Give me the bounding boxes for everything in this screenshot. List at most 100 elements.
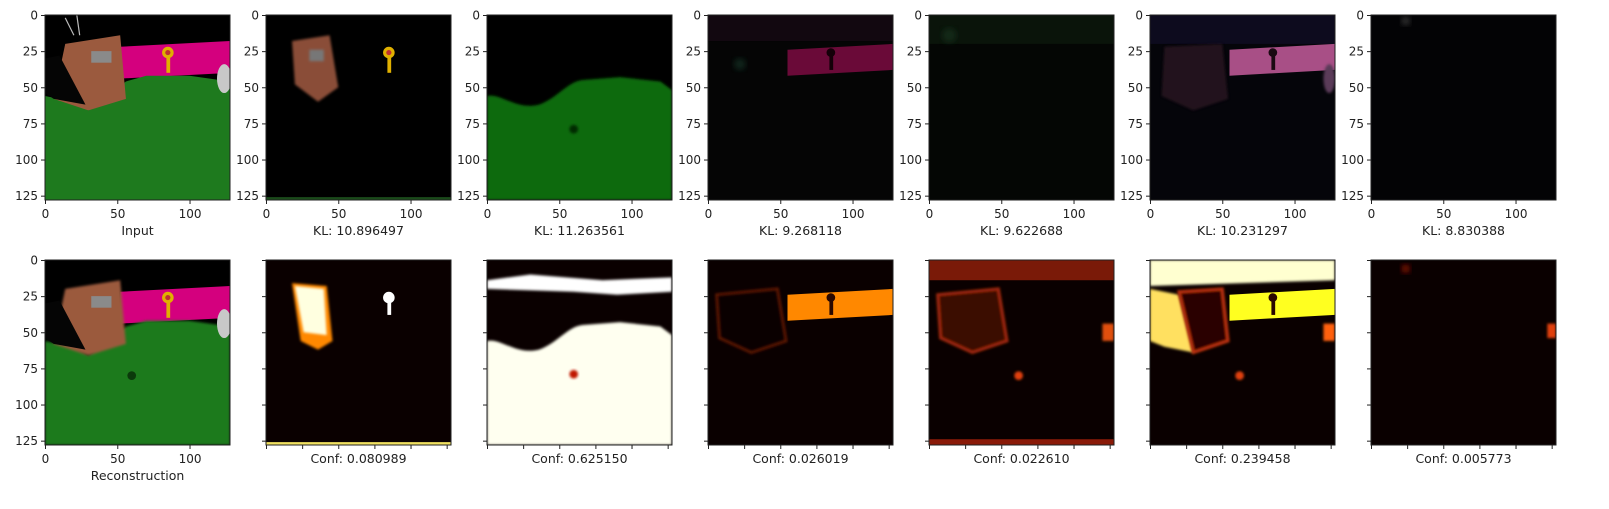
y-tick-label: 75: [465, 117, 480, 131]
panel-caption: Reconstruction: [91, 468, 185, 483]
panel-image: [1371, 15, 1556, 200]
background: [1371, 15, 1556, 200]
bottom-row-panel-2: Conf: 0.625150: [483, 259, 673, 466]
y-tick-label: 125: [457, 189, 480, 203]
box-gray-patch: [91, 51, 112, 63]
box-face: [45, 55, 86, 105]
gray-object: [216, 64, 230, 94]
y-tick-label: 75: [23, 362, 38, 376]
x-tick-label: 100: [179, 207, 202, 221]
panel-frame: [928, 259, 1115, 446]
panel-caption: Conf: 0.625150: [531, 451, 627, 466]
y-tick-label: 125: [1120, 189, 1143, 203]
panel-image: [266, 260, 451, 445]
mask-box-face: [1150, 288, 1194, 353]
box-gray-patch: [91, 296, 112, 308]
y-tick-label: 100: [1120, 153, 1143, 167]
y-tick-label: 0: [914, 9, 922, 23]
y-tick-label: 25: [907, 45, 922, 59]
mask-floor-spot: [1014, 371, 1023, 380]
mask-box: [294, 286, 327, 336]
y-tick-label: 0: [30, 254, 38, 268]
top-row-panel-0: 0 25 50 75 100 125 0 50 100 Input: [15, 9, 231, 238]
ceiling-tint: [1150, 15, 1335, 44]
box-shape: [1161, 43, 1229, 111]
panel-caption: Conf: 0.080989: [310, 451, 406, 466]
y-tick-label: 75: [23, 117, 38, 131]
bottom-row-panel-1: Conf: 0.080989: [262, 259, 452, 466]
y-tick-label: 100: [15, 398, 38, 412]
floor-spot: [127, 371, 137, 380]
mask-key-shaft: [829, 300, 834, 315]
panel-caption: Conf: 0.022610: [973, 451, 1069, 466]
x-tick-label: 50: [1436, 207, 1451, 221]
y-tick-label: 100: [1341, 153, 1364, 167]
panel-frame: [928, 14, 1115, 201]
panel-image: [708, 260, 893, 445]
y-tick-label: 125: [15, 189, 38, 203]
background: [708, 15, 893, 200]
x-tick-label: 100: [400, 207, 423, 221]
floor-edge: [266, 197, 451, 200]
key-hole: [165, 49, 171, 56]
y-tick-label: 50: [23, 326, 38, 340]
key-hole: [386, 49, 392, 56]
panel-image: [266, 15, 451, 200]
key-shaft: [166, 301, 171, 318]
y-tick-label: 50: [907, 81, 922, 95]
panel-image: [1150, 260, 1335, 445]
panel-frame: [707, 14, 894, 201]
mask-ceiling-band: [487, 274, 672, 295]
y-tick-label: 100: [15, 153, 38, 167]
x-tick-label: 100: [1284, 207, 1307, 221]
mask-key-shaft: [387, 300, 392, 315]
y-tick-label: 0: [30, 9, 38, 23]
wall-band: [787, 288, 893, 321]
panel-image: [1150, 15, 1335, 200]
mask-background: [708, 260, 893, 445]
x-tick-label: 50: [331, 207, 346, 221]
y-tick-label: 75: [686, 117, 701, 131]
mask-key-hole: [826, 293, 836, 302]
top-row-panel-2: 0 25 50 75 100 125 0 50 100 KL: 11.263561: [457, 9, 673, 238]
panel-caption: KL: 10.896497: [313, 223, 404, 238]
x-tick-label: 100: [842, 207, 865, 221]
wall-band: [1229, 288, 1335, 321]
y-tick-label: 75: [244, 117, 259, 131]
panel-caption: KL: 8.830388: [1422, 223, 1505, 238]
y-tick-label: 50: [244, 81, 259, 95]
bottom-row-panel-0: 0 25 50 75 100 125 0 50 100 Reconstruction: [15, 254, 231, 483]
mask-right-blob: [1102, 323, 1114, 341]
panel-caption: Input: [121, 223, 153, 238]
y-tick-label: 50: [23, 81, 38, 95]
bottom-row-panel-6: Conf: 0.005773: [1367, 259, 1557, 466]
faint-blob: [1401, 16, 1411, 26]
gray-object: [216, 309, 230, 339]
y-tick-label: 0: [472, 9, 480, 23]
top-row-panel-5: 0 25 50 75 100 125 0 50 100 KL: 10.231297: [1120, 9, 1336, 238]
mask-right-blob: [1547, 323, 1556, 339]
mask-ceiling-band: [929, 260, 1114, 281]
mask-background: [1371, 260, 1556, 445]
mask-key-hole: [1268, 293, 1278, 302]
panel-image: [929, 15, 1114, 200]
x-tick-label: 50: [994, 207, 1009, 221]
faint-blob: [942, 28, 957, 43]
wall-band: [120, 286, 230, 324]
mask-floor-spot: [569, 369, 579, 379]
wall-band: [787, 43, 893, 76]
ceiling-tint: [929, 15, 1114, 44]
x-tick-label: 100: [621, 207, 644, 221]
bottom-row-panel-4: Conf: 0.022610: [925, 259, 1115, 466]
x-tick-label: 0: [1147, 207, 1155, 221]
panel-caption: KL: 10.231297: [1197, 223, 1288, 238]
wall-band: [120, 41, 230, 79]
top-row-panel-1: 0 25 50 75 100 125 0 50 100 KL: 10.896497: [236, 9, 452, 238]
mask-floor-shape: [487, 322, 672, 445]
y-tick-label: 25: [244, 45, 259, 59]
key-shaft: [166, 56, 171, 73]
panel-caption: Conf: 0.005773: [1415, 451, 1511, 466]
